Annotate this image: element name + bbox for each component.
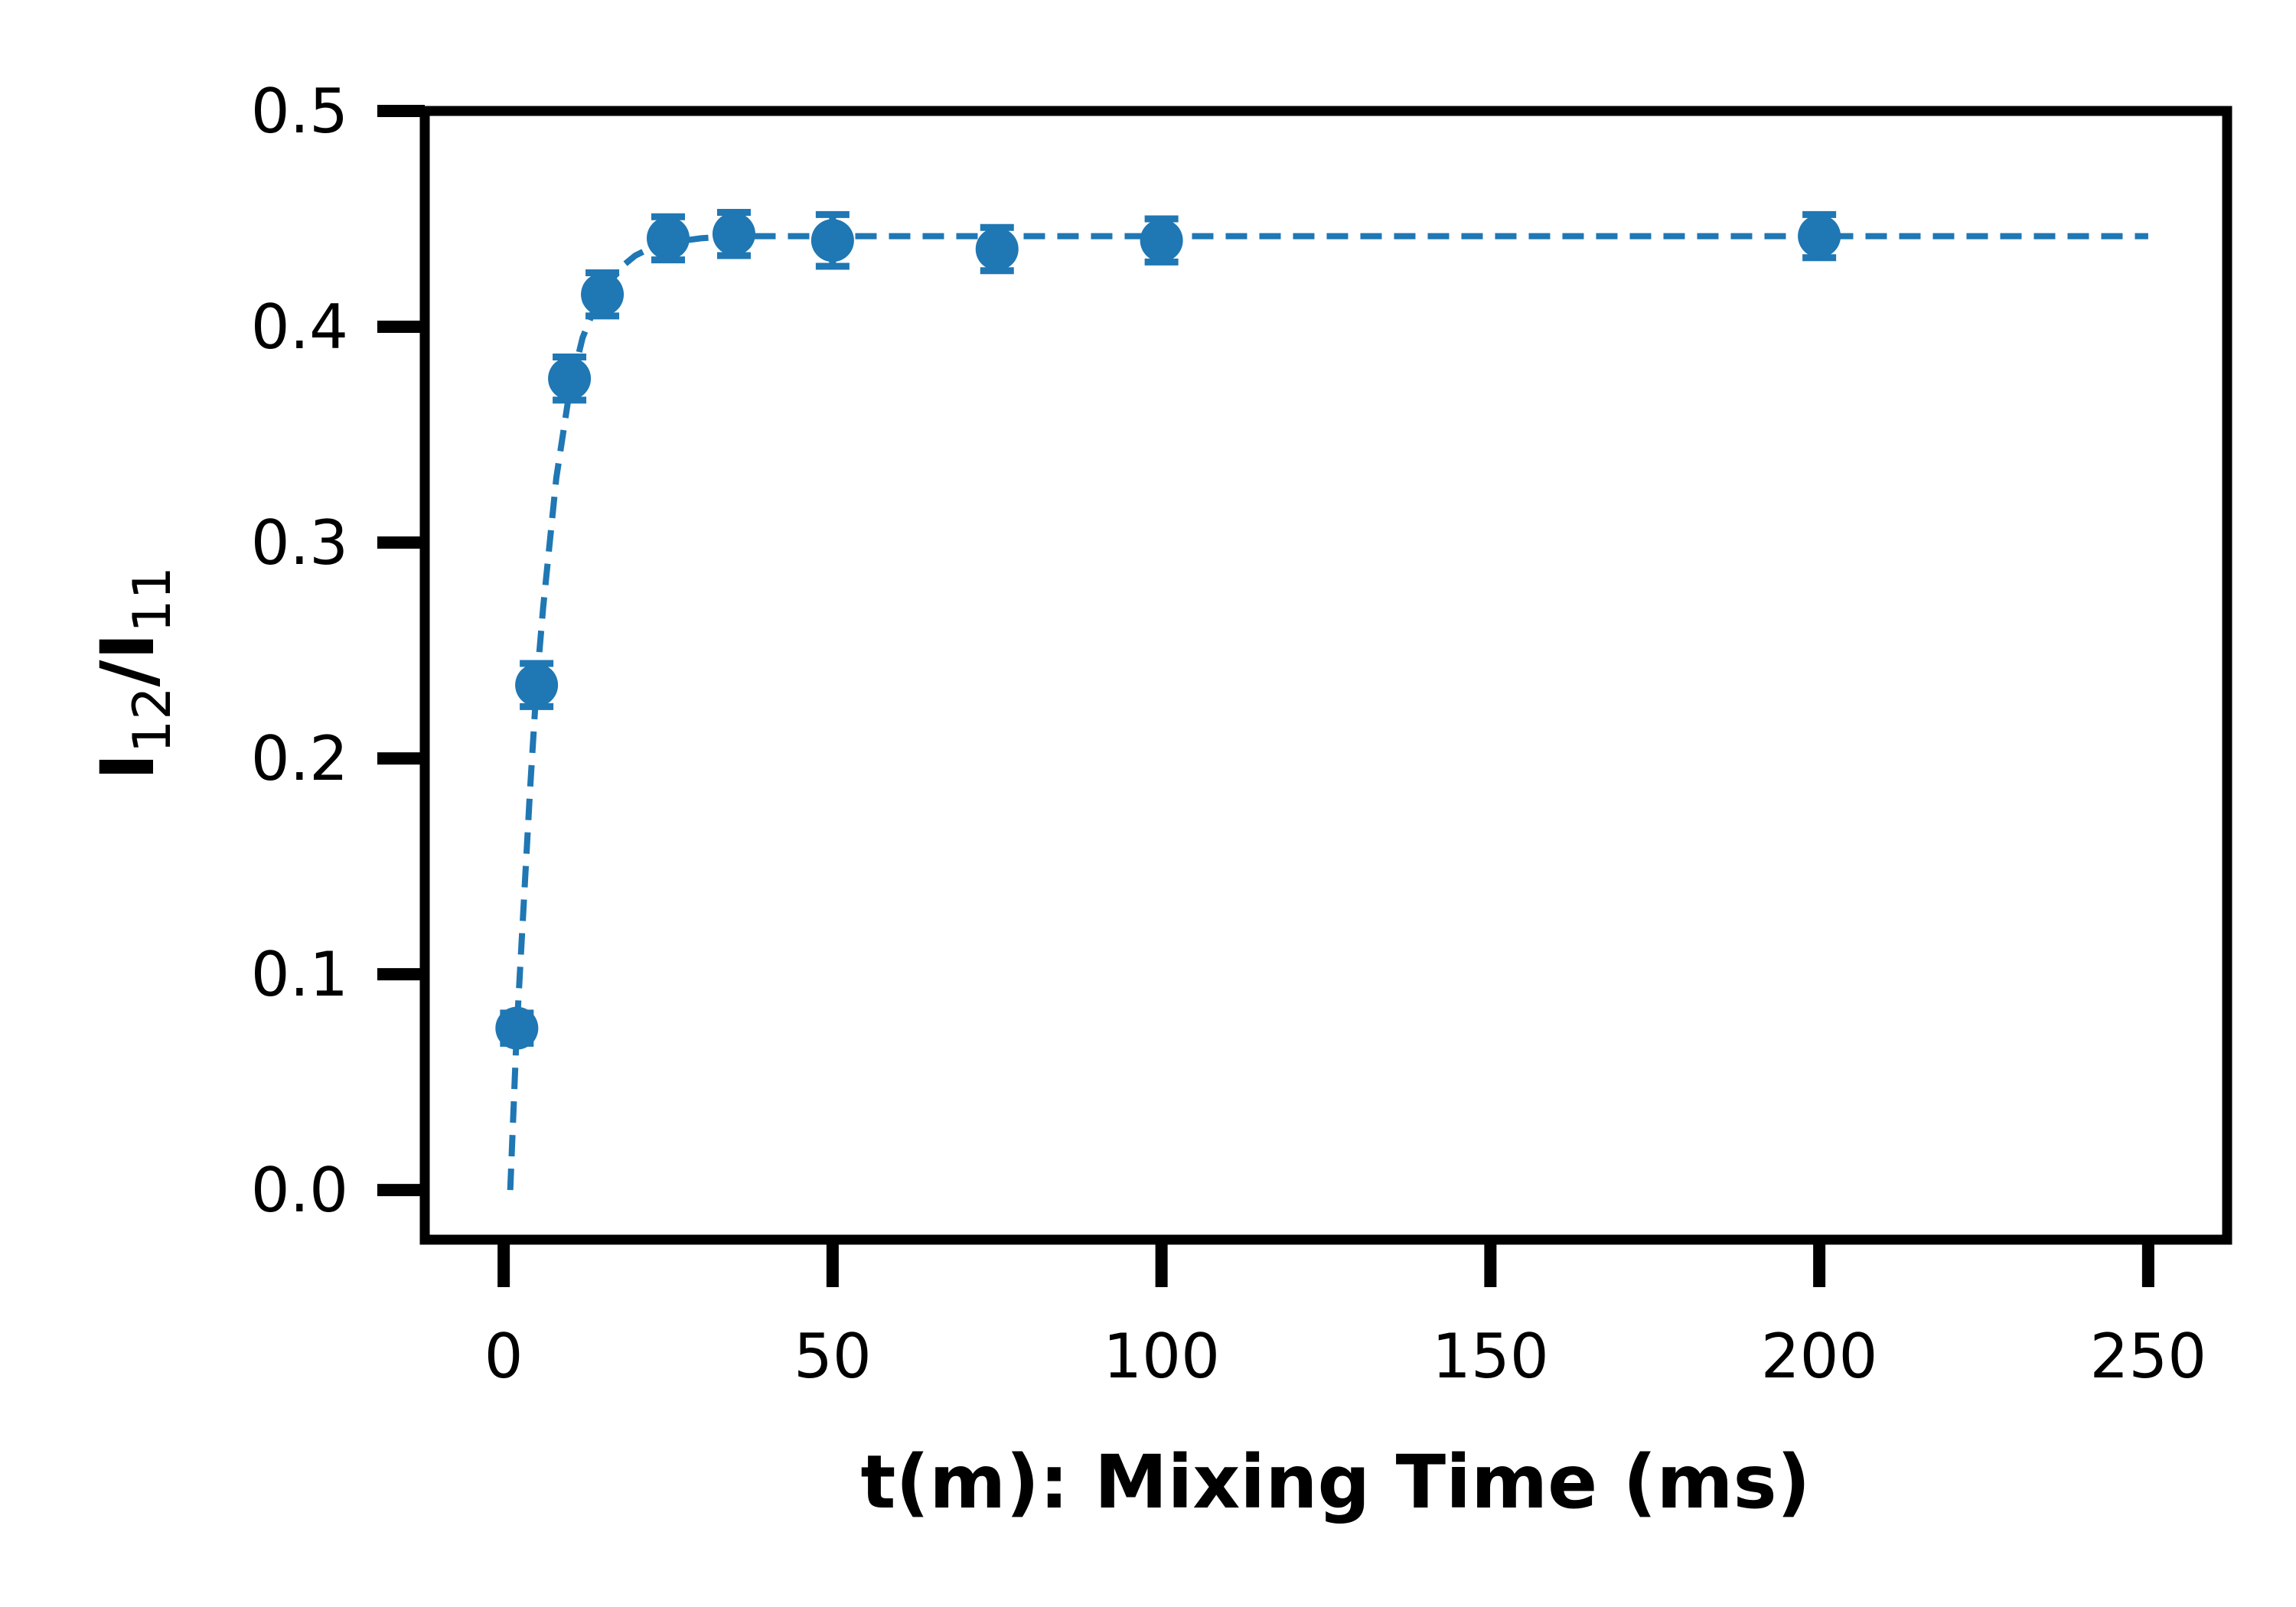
y-tick-label: 0.1 — [251, 939, 348, 1010]
data-point — [515, 660, 559, 710]
y-tick-label: 0.2 — [251, 723, 348, 794]
y-axis-title-base: I — [85, 753, 171, 781]
data-point — [548, 354, 592, 404]
data-marker — [495, 1006, 539, 1050]
data-marker — [1798, 214, 1841, 258]
y-axis-title-base-2: I — [85, 633, 171, 660]
data-point — [975, 223, 1019, 275]
x-tick-label: 0 — [484, 1321, 523, 1392]
plot-frame — [419, 106, 2232, 1245]
data-point — [1798, 210, 1841, 262]
x-tick-label: 150 — [1432, 1321, 1549, 1392]
y-axis: 0.0 0.1 0.2 0.3 0.4 0.5 — [251, 76, 425, 1226]
y-tick-label: 0.4 — [251, 292, 348, 363]
x-tick-label: 200 — [1761, 1321, 1878, 1392]
x-tick-label: 100 — [1103, 1321, 1220, 1392]
data-points-layer — [495, 209, 1841, 1050]
fit-curve — [507, 233, 2148, 1191]
y-axis-title: I12/I11 — [85, 566, 183, 781]
data-marker — [810, 219, 854, 262]
data-point — [495, 1006, 539, 1050]
data-marker — [548, 357, 592, 400]
data-point — [712, 209, 755, 259]
y-tick-label: 0.0 — [251, 1155, 348, 1226]
y-axis-title-num-sub: 12 — [122, 687, 183, 754]
y-tick-label: 0.5 — [251, 76, 348, 147]
y-axis-title-den-sub: 11 — [122, 566, 183, 633]
data-point — [581, 269, 625, 320]
x-tick-label: 250 — [2090, 1321, 2207, 1392]
data-marker — [515, 663, 559, 707]
data-marker — [975, 227, 1019, 271]
data-marker — [1140, 219, 1183, 262]
data-marker — [647, 217, 690, 260]
y-tick-label: 0.3 — [251, 507, 348, 579]
data-point — [647, 213, 690, 264]
data-point — [810, 210, 854, 270]
data-marker — [581, 272, 625, 316]
x-axis: 0 50 100 150 200 250 — [484, 1240, 2207, 1392]
data-marker — [712, 212, 755, 256]
x-tick-label: 50 — [794, 1321, 872, 1392]
y-axis-title-slash: / — [85, 660, 171, 687]
fit-curve-layer — [507, 233, 2148, 1191]
data-point — [1140, 215, 1183, 266]
x-axis-title: t(m): Mixing Time (ms) — [860, 1439, 1810, 1525]
